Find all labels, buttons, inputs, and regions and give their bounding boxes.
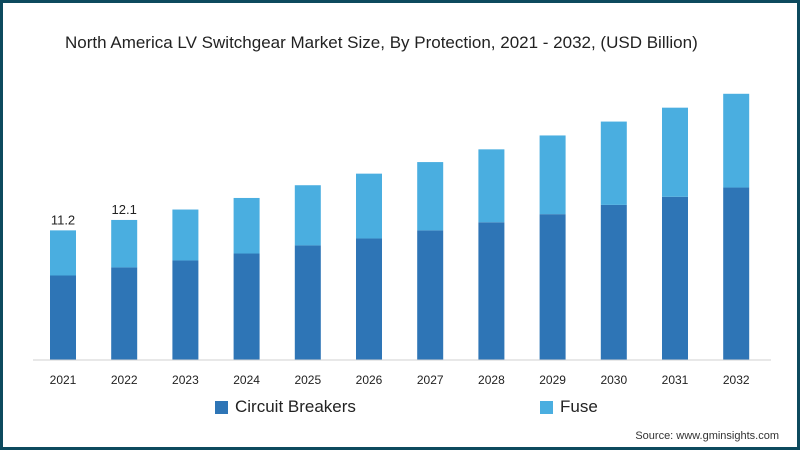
legend-item-circuit-breakers: Circuit Breakers	[215, 396, 356, 418]
bar-circuit-breakers-2031	[662, 196, 688, 360]
legend-swatch-fuse	[540, 400, 553, 414]
bar-fuse-2027	[417, 162, 444, 231]
x-tick-label-2023: 2023	[172, 373, 199, 387]
x-tick-label-2029: 2029	[539, 373, 566, 387]
bar-circuit-breakers-2032	[723, 187, 750, 360]
bar-fuse-2030	[600, 121, 627, 205]
bar-circuit-breakers-2024	[233, 253, 260, 360]
data-labels: 11.2 12.1	[51, 202, 137, 227]
x-tick-label-2025: 2025	[294, 373, 321, 387]
x-tick-label-2021: 2021	[50, 373, 77, 387]
bar-fuse-2025	[294, 185, 321, 246]
legend-swatch-circuit-breakers	[215, 400, 228, 414]
x-tick-label-2024: 2024	[233, 373, 260, 387]
bars-group	[50, 93, 750, 360]
legend-item-fuse: Fuse	[540, 396, 598, 418]
x-tick-label-2026: 2026	[356, 373, 383, 387]
bar-circuit-breakers-2026	[356, 238, 382, 360]
bar-circuit-breakers-2021	[50, 275, 76, 360]
bar-chart: 2021 2022 2023 2024 2025 2026 2027 2028 2029 2030…	[33, 93, 771, 387]
bar-fuse-2029	[539, 135, 566, 215]
x-tick-label-2031: 2031	[662, 373, 689, 387]
bar-circuit-breakers-2028	[478, 222, 505, 360]
bar-fuse-2026	[356, 173, 382, 239]
data-label-total-2022: 12.1	[112, 202, 137, 217]
bar-fuse-2028	[478, 149, 505, 223]
bar-circuit-breakers-2022	[111, 267, 138, 360]
bar-fuse-2023	[172, 209, 199, 261]
bar-fuse-2032	[723, 93, 750, 188]
bar-fuse-2031	[662, 107, 688, 197]
x-tick-labels: 2021 2022 2023 2024 2025 2026 2027 2028 2029 2030…	[50, 373, 750, 387]
bar-circuit-breakers-2030	[600, 204, 627, 360]
data-label-total-2021: 11.2	[51, 212, 75, 227]
bar-circuit-breakers-2023	[172, 260, 199, 360]
bar-fuse-2024	[233, 197, 260, 254]
x-tick-label-2030: 2030	[600, 373, 627, 387]
chart-title: North America LV Switchgear Market Size,…	[65, 33, 698, 52]
bar-fuse-2021	[50, 230, 76, 276]
source-note: Source: www.gminsights.com	[635, 430, 779, 442]
bar-circuit-breakers-2029	[539, 214, 566, 360]
x-tick-label-2022: 2022	[111, 373, 138, 387]
legend-label-fuse: Fuse	[560, 397, 598, 416]
legend-label-circuit-breakers: Circuit Breakers	[235, 397, 356, 416]
bar-circuit-breakers-2027	[417, 230, 444, 360]
x-tick-label-2028: 2028	[478, 373, 505, 387]
bar-circuit-breakers-2025	[294, 245, 321, 360]
bar-fuse-2022	[111, 219, 138, 268]
x-tick-label-2032: 2032	[723, 373, 750, 387]
x-tick-label-2027: 2027	[417, 373, 444, 387]
